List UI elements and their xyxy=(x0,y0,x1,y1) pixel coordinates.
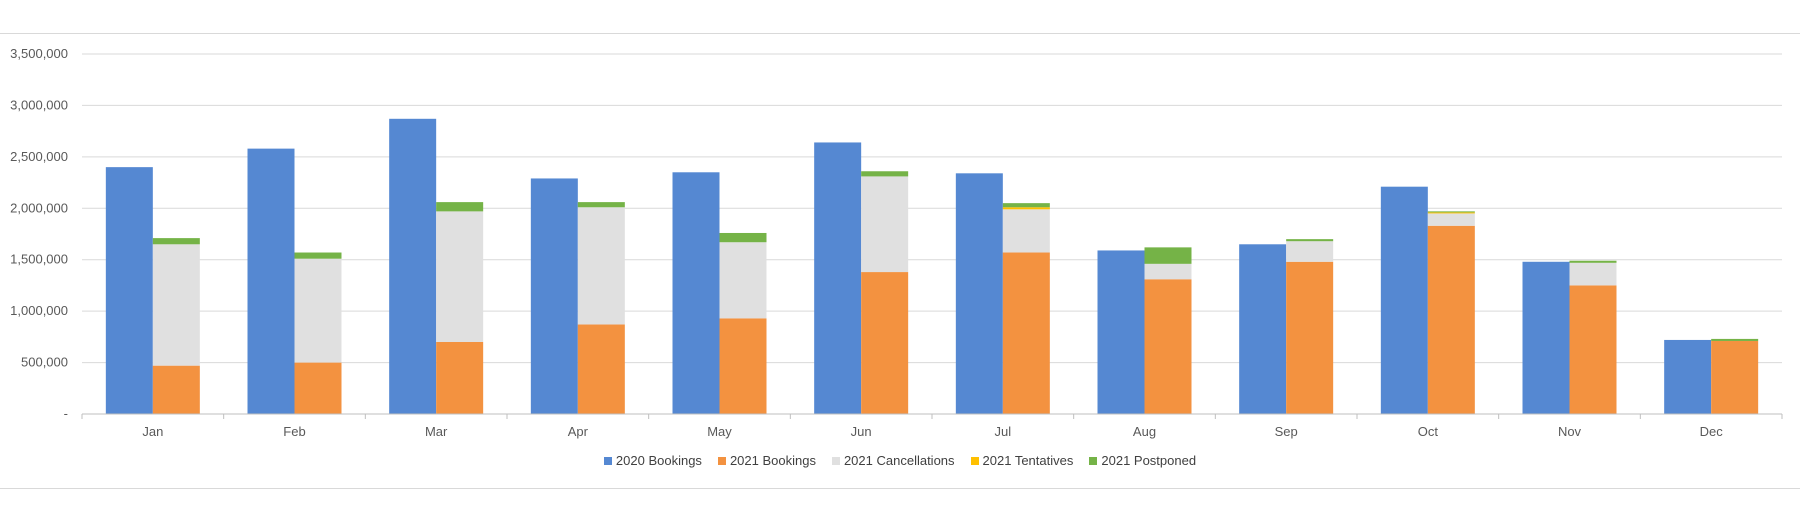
bar-2021-postponed xyxy=(1286,239,1334,242)
bar-2021-bookings xyxy=(1569,285,1617,414)
bar-2021-postponed xyxy=(1427,211,1475,213)
bar-2021-bookings xyxy=(1286,261,1334,414)
y-tick-label: - xyxy=(64,406,68,421)
y-axis: - 500,000 1,000,000 1,500,000 2,000,000 2,500… xyxy=(10,46,68,421)
x-tick-label: Dec xyxy=(1700,424,1724,439)
bars xyxy=(105,118,1759,415)
bar-2020-bookings xyxy=(1380,186,1428,414)
bar-2021-cancellations xyxy=(1569,262,1617,286)
bar-2021-cancellations xyxy=(1427,213,1475,226)
bar-2021-bookings xyxy=(436,342,484,414)
bar-2021-tentatives xyxy=(1427,212,1475,214)
legend-label: 2021 Bookings xyxy=(729,453,816,468)
bar-2021-cancellations xyxy=(577,207,625,325)
bar-2020-bookings xyxy=(247,148,295,414)
legend-item: 2021 Postponed xyxy=(1089,453,1196,468)
bar-2020-bookings xyxy=(1522,261,1570,414)
legend-item: 2021 Bookings xyxy=(717,453,816,468)
bar-2021-postponed xyxy=(1711,338,1759,341)
y-tick-label: 2,500,000 xyxy=(10,149,68,164)
bar-2021-bookings xyxy=(1144,279,1192,414)
y-tick-label: 3,500,000 xyxy=(10,46,68,61)
x-tick-label: Aug xyxy=(1133,424,1156,439)
bar-2020-bookings xyxy=(389,118,437,415)
bar-2020-bookings xyxy=(105,167,153,414)
legend-label: 2021 Cancellations xyxy=(843,453,955,468)
chart-bottom-border xyxy=(0,488,1800,489)
y-tick-label: 1,500,000 xyxy=(10,252,68,267)
bar-2021-cancellations xyxy=(152,244,200,366)
x-tick-label: Jul xyxy=(995,424,1012,439)
bar-2020-bookings xyxy=(1664,339,1712,414)
bar-2021-cancellations xyxy=(1144,263,1192,280)
x-tick-label: Mar xyxy=(425,424,448,439)
bar-2021-postponed xyxy=(1144,247,1192,264)
chart-top-border xyxy=(0,33,1800,34)
bar-2021-bookings xyxy=(152,365,200,414)
x-tick-label: May xyxy=(707,424,732,439)
bar-2021-postponed xyxy=(1569,260,1617,263)
bar-2021-bookings xyxy=(294,362,342,414)
legend-swatch xyxy=(1089,456,1098,465)
y-tick-label: 2,000,000 xyxy=(10,200,68,215)
x-tick-label: Nov xyxy=(1558,424,1582,439)
bar-2021-postponed xyxy=(1002,203,1050,208)
y-tick-label: 1,000,000 xyxy=(10,303,68,318)
bar-2021-bookings xyxy=(1711,340,1759,414)
legend-swatch xyxy=(970,456,979,465)
bar-2021-cancellations xyxy=(861,176,909,273)
legend-label: 2021 Tentatives xyxy=(982,453,1074,468)
bar-2021-postponed xyxy=(152,238,200,245)
legend-label: 2021 Postponed xyxy=(1101,453,1197,468)
bar-2021-cancellations xyxy=(1002,209,1050,253)
bar-2020-bookings xyxy=(672,172,720,414)
bar-2021-postponed xyxy=(577,202,625,208)
y-tick-label: 3,000,000 xyxy=(10,97,68,112)
legend-item: 2021 Cancellations xyxy=(831,453,955,468)
y-tick-label: 500,000 xyxy=(21,355,68,370)
bar-2021-postponed xyxy=(719,232,767,243)
bar-2021-cancellations xyxy=(436,211,484,342)
legend-item: 2020 Bookings xyxy=(603,453,702,468)
bar-2020-bookings xyxy=(1097,250,1145,414)
bar-2021-bookings xyxy=(719,318,767,414)
bar-2020-bookings xyxy=(1239,244,1287,414)
bar-2021-cancellations xyxy=(1286,241,1334,262)
gridlines xyxy=(82,53,1782,364)
bar-2021-bookings xyxy=(577,324,625,414)
bar-2021-bookings xyxy=(1427,225,1475,414)
bar-2020-bookings xyxy=(530,178,578,414)
x-tick-label: Feb xyxy=(283,424,305,439)
bar-2021-postponed xyxy=(294,252,342,259)
bar-2021-bookings xyxy=(1002,252,1050,414)
legend-swatch xyxy=(831,456,840,465)
legend-swatch xyxy=(717,456,726,465)
legend-swatch xyxy=(603,456,612,465)
x-tick-label: Jan xyxy=(142,424,163,439)
bar-2021-bookings xyxy=(861,272,909,414)
x-axis: Jan Feb Mar Apr May Jun Jul Aug Sep Oct Nov Dec xyxy=(81,413,1783,439)
legend-label: 2020 Bookings xyxy=(615,453,702,468)
bar-2020-bookings xyxy=(814,142,862,414)
bar-2021-cancellations xyxy=(719,242,767,319)
legend: 2020 Bookings 2021 Bookings 2021 Cancellat… xyxy=(0,453,1800,468)
x-tick-label: Apr xyxy=(568,424,589,439)
bar-2021-cancellations xyxy=(294,258,342,363)
bar-2021-postponed xyxy=(861,171,909,177)
bar-2021-tentatives xyxy=(1002,207,1050,210)
x-tick-label: Jun xyxy=(851,424,872,439)
legend-item: 2021 Tentatives xyxy=(970,453,1074,468)
x-tick-label: Oct xyxy=(1418,424,1439,439)
bar-2020-bookings xyxy=(955,173,1003,414)
bar-2021-postponed xyxy=(436,202,484,212)
x-tick-label: Sep xyxy=(1275,424,1298,439)
